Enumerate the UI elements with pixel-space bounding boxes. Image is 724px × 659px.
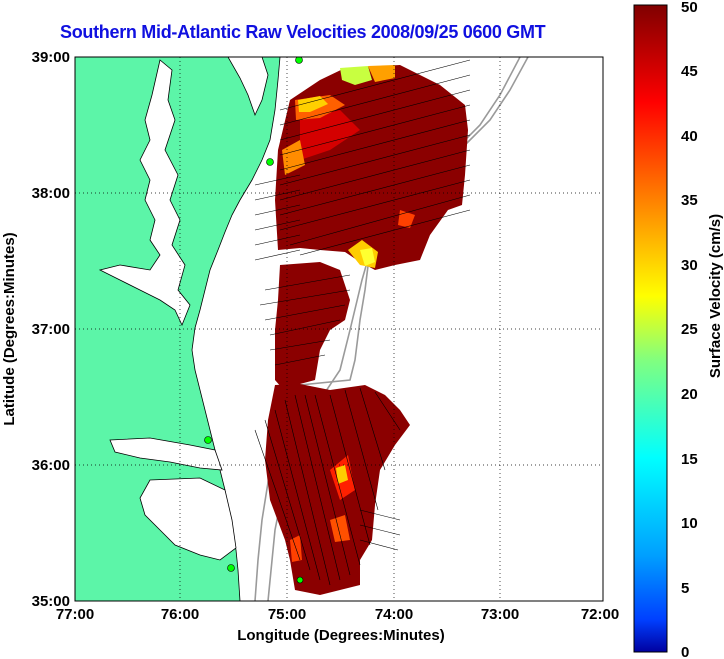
- lat-tick: 36:00: [32, 457, 70, 474]
- colorbar-label: Surface Velocity (cm/s): [707, 214, 724, 378]
- colorbar-tick: 25: [681, 321, 698, 338]
- map-title: Southern Mid-Atlantic Raw Velocities 200…: [60, 22, 546, 42]
- colorbar-tick: 35: [681, 192, 698, 209]
- lat-tick: 37:00: [32, 321, 70, 338]
- grid-lines: [75, 57, 603, 601]
- colorbar-tick: 40: [681, 128, 698, 145]
- colorbar: [633, 4, 668, 653]
- lon-tick: 77:00: [56, 606, 94, 623]
- velocity-field-central: [275, 262, 350, 395]
- lat-tick: 39:00: [32, 49, 70, 66]
- velocity-vectors: [254, 59, 471, 586]
- colorbar-tick: 30: [681, 257, 698, 274]
- colorbar-tick: 0: [681, 644, 689, 659]
- y-axis-label: Latitude (Degrees:Minutes): [1, 232, 18, 425]
- lon-tick: 72:00: [581, 606, 619, 623]
- colorbar-tick: 10: [681, 515, 698, 532]
- lon-tick: 73:00: [481, 606, 519, 623]
- colorbar-tick: 20: [681, 386, 698, 403]
- delaware-bay: [227, 57, 269, 117]
- station-5: [296, 576, 304, 584]
- colorbar-tick: 15: [681, 451, 698, 468]
- lat-tick: 35:00: [32, 593, 70, 610]
- colorbar-tick: 5: [681, 580, 689, 597]
- lat-tick: 38:00: [32, 185, 70, 202]
- pamlico-sound: [139, 477, 237, 561]
- plot-frame: [74, 56, 604, 602]
- station-3: [204, 436, 212, 444]
- lon-tick: 76:00: [161, 606, 199, 623]
- lon-tick: 74:00: [375, 606, 413, 623]
- albemarle-sound: [109, 437, 223, 471]
- lat-ticks: 39:00 38:00 37:00 36:00 35:00: [32, 49, 70, 610]
- station-4: [227, 564, 235, 572]
- station-1: [295, 57, 303, 64]
- colorbar-tick: 50: [681, 0, 698, 16]
- lon-tick: 75:00: [268, 606, 306, 623]
- lon-ticks: 77:00 76:00 75:00 74:00 73:00 72:00: [56, 606, 619, 623]
- colorbar-ticks: 0 5 10 15 20 25 30 35 40 45 50: [681, 0, 698, 659]
- x-axis-label: Longitude (Degrees:Minutes): [237, 627, 445, 644]
- chesapeake-bay: [98, 59, 191, 327]
- station-2: [266, 158, 274, 166]
- colorbar-tick: 45: [681, 63, 698, 80]
